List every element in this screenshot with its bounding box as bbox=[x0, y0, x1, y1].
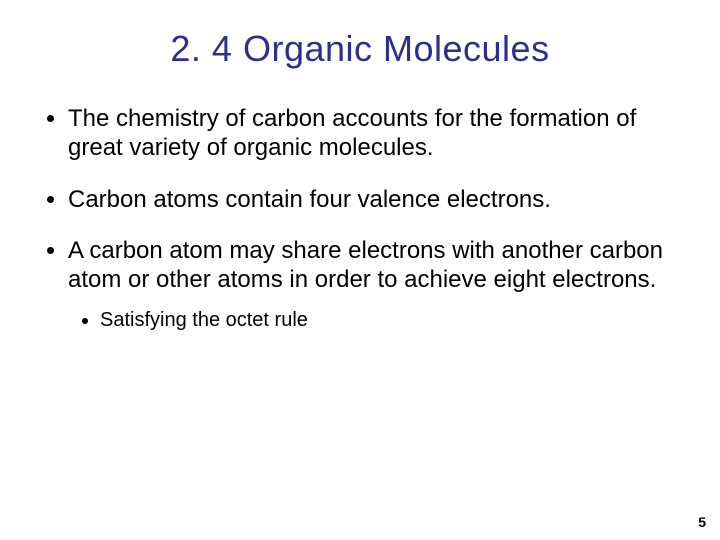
page-number: 5 bbox=[698, 514, 706, 530]
bullet-item: A carbon atom may share electrons with a… bbox=[68, 236, 680, 334]
bullet-list: The chemistry of carbon accounts for the… bbox=[40, 104, 680, 333]
bullet-text: The chemistry of carbon accounts for the… bbox=[68, 105, 636, 161]
slide-title: 2. 4 Organic Molecules bbox=[40, 28, 680, 70]
sub-bullet-item: Satisfying the octet rule bbox=[100, 308, 680, 333]
bullet-text: Carbon atoms contain four valence electr… bbox=[68, 186, 551, 213]
bullet-text: A carbon atom may share electrons with a… bbox=[68, 237, 663, 293]
slide: 2. 4 Organic Molecules The chemistry of … bbox=[0, 0, 720, 540]
sub-bullet-text: Satisfying the octet rule bbox=[100, 309, 308, 331]
bullet-item: The chemistry of carbon accounts for the… bbox=[68, 104, 680, 163]
sub-bullet-list: Satisfying the octet rule bbox=[68, 308, 680, 333]
bullet-item: Carbon atoms contain four valence electr… bbox=[68, 185, 680, 214]
